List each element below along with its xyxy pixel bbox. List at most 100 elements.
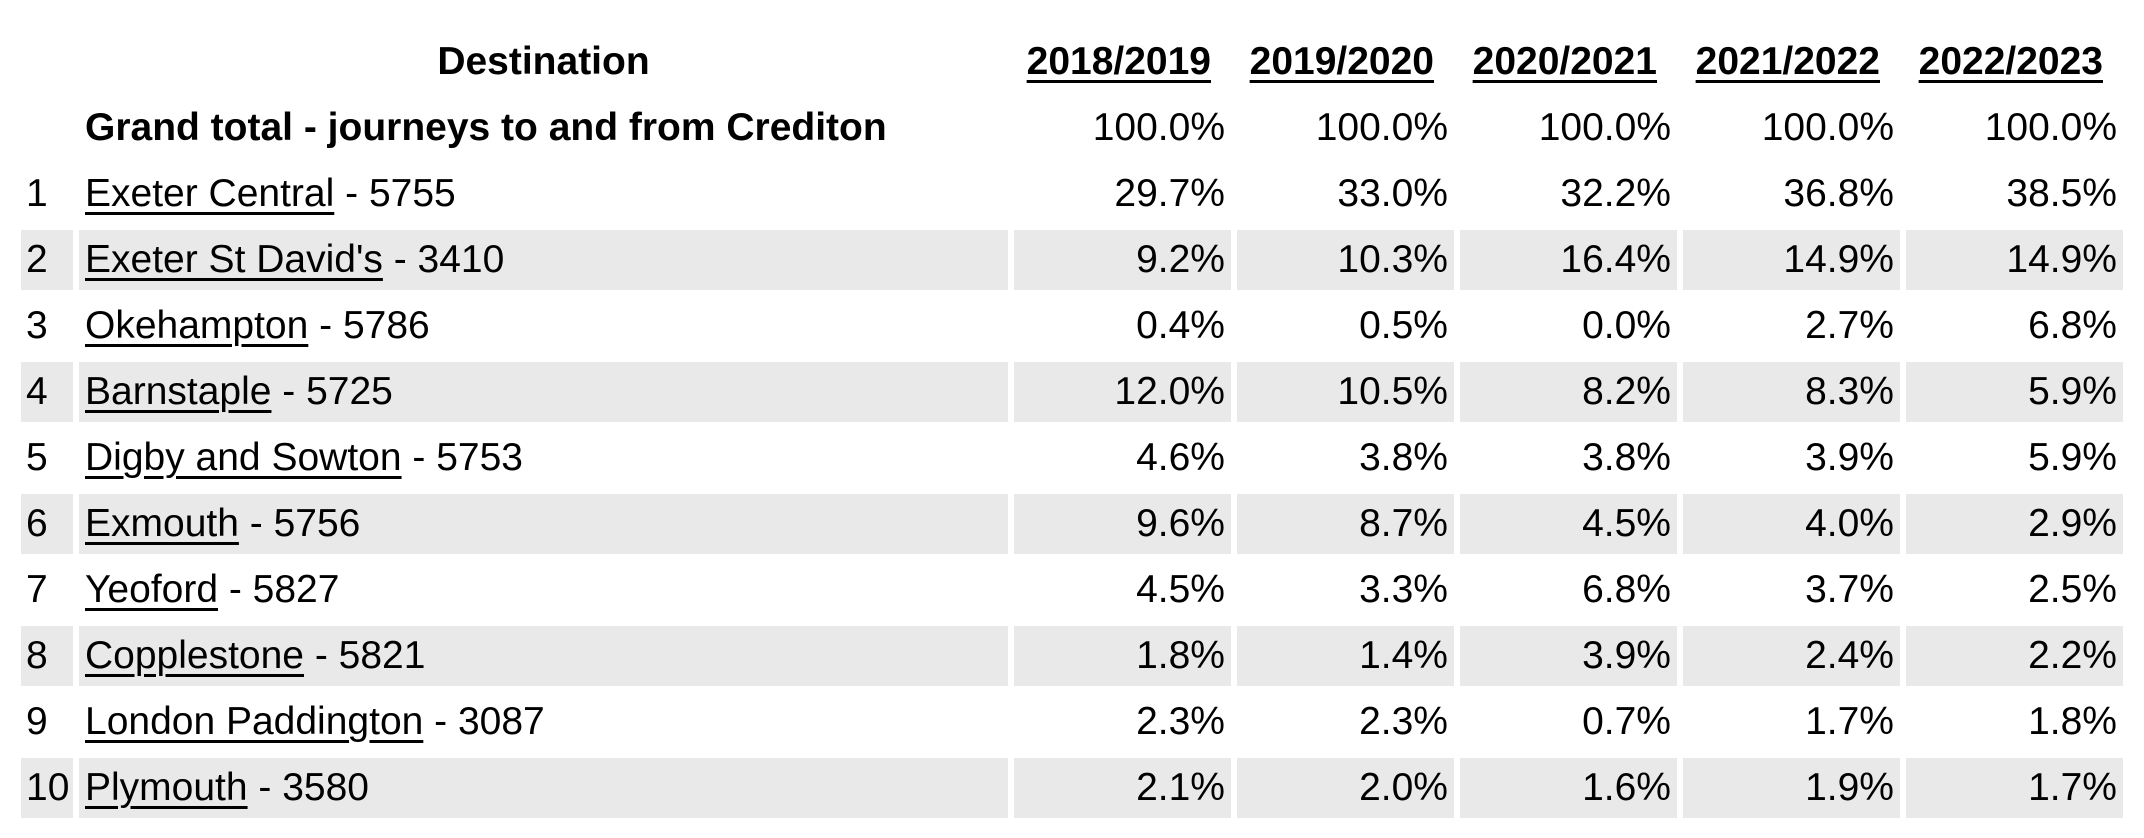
destination-code: - 3410 (382, 238, 505, 281)
grand-total-value: 100.0% (1984, 106, 2117, 149)
value-cell: 4.5% (1136, 568, 1225, 611)
destination-code: - 5725 (271, 370, 393, 413)
table-row: 8 Copplestone - 5821 1.8% 1.4% 3.9% 2.4%… (21, 626, 2123, 686)
value-cell: 14.9% (1683, 230, 1900, 290)
destination-code: - 5756 (238, 502, 361, 545)
value-cell: 1.7% (1906, 758, 2123, 818)
value-cell: 3.9% (1460, 626, 1677, 686)
destination-cell: Exmouth - 5756 (79, 494, 1008, 554)
value-cell: 12.0% (1014, 362, 1231, 422)
destination-link[interactable]: Exeter St David's (85, 238, 383, 281)
value-cell: 2.9% (1906, 494, 2123, 554)
destination-link[interactable]: Yeoford (85, 568, 219, 611)
value-cell: 2.2% (1906, 626, 2123, 686)
value-cell: 0.4% (1136, 304, 1225, 347)
value-cell: 6.8% (1582, 568, 1671, 611)
grand-total-value: 100.0% (1761, 106, 1894, 149)
value-cell: 1.4% (1237, 626, 1454, 686)
destination-link[interactable]: Plymouth (85, 766, 248, 809)
value-cell: 32.2% (1560, 172, 1671, 215)
value-cell: 0.7% (1582, 700, 1671, 743)
table-row: 1 Exeter Central - 5755 29.7% 33.0% 32.2… (21, 164, 2123, 224)
value-cell: 1.6% (1460, 758, 1677, 818)
table-row: 6 Exmouth - 5756 9.6% 8.7% 4.5% 4.0% 2.9… (21, 494, 2123, 554)
year-header-2018-2019[interactable]: 2018/2019 (1026, 40, 1211, 83)
value-cell: 5.9% (2028, 436, 2117, 479)
row-rank: 2 (21, 230, 73, 290)
row-rank: 9 (26, 700, 48, 743)
value-cell: 10.5% (1237, 362, 1454, 422)
year-header-2020-2021[interactable]: 2020/2021 (1472, 40, 1657, 83)
value-cell: 5.9% (1906, 362, 2123, 422)
destination-code: - 5821 (304, 634, 426, 677)
value-cell: 9.6% (1014, 494, 1231, 554)
table-row: 7 Yeoford - 5827 4.5% 3.3% 6.8% 3.7% 2.5… (21, 560, 2123, 620)
value-cell: 2.3% (1359, 700, 1448, 743)
value-cell: 33.0% (1337, 172, 1448, 215)
destination-link[interactable]: Digby and Sowton (85, 436, 402, 479)
table-row: 9 London Paddington - 3087 2.3% 2.3% 0.7… (21, 692, 2123, 752)
value-cell: 38.5% (2006, 172, 2117, 215)
year-header-2019-2020[interactable]: 2019/2020 (1249, 40, 1434, 83)
value-cell: 3.3% (1359, 568, 1448, 611)
value-cell: 1.8% (1014, 626, 1231, 686)
value-cell: 8.2% (1460, 362, 1677, 422)
grand-total-value: 100.0% (1315, 106, 1448, 149)
grand-total-value: 100.0% (1092, 106, 1225, 149)
value-cell: 2.3% (1136, 700, 1225, 743)
value-cell: 3.7% (1805, 568, 1894, 611)
value-cell: 2.7% (1805, 304, 1894, 347)
destination-percentage-table: Destination 2018/2019 2019/2020 2020/202… (15, 26, 2129, 824)
destination-link[interactable]: Exeter Central (85, 172, 335, 215)
grand-total-label: Grand total - journeys to and from Credi… (85, 106, 887, 149)
value-cell: 3.8% (1582, 436, 1671, 479)
destination-link[interactable]: Barnstaple (85, 370, 272, 413)
table-row: 5 Digby and Sowton - 5753 4.6% 3.8% 3.8%… (21, 428, 2123, 488)
table-body: Grand total - journeys to and from Credi… (21, 98, 2123, 818)
year-header-2021-2022[interactable]: 2021/2022 (1695, 40, 1880, 83)
destination-cell: Exeter St David's - 3410 (79, 230, 1008, 290)
value-cell: 9.2% (1014, 230, 1231, 290)
year-header-2022-2023[interactable]: 2022/2023 (1918, 40, 2103, 83)
value-cell: 3.9% (1805, 436, 1894, 479)
header-row: Destination 2018/2019 2019/2020 2020/202… (21, 32, 2123, 92)
value-cell: 16.4% (1460, 230, 1677, 290)
value-cell: 4.5% (1460, 494, 1677, 554)
value-cell: 2.4% (1683, 626, 1900, 686)
destination-cell: Exeter Central - 5755 (79, 164, 1008, 224)
value-cell: 2.1% (1014, 758, 1231, 818)
destination-cell: London Paddington - 3087 (79, 692, 1008, 752)
destination-code: - 5753 (401, 436, 523, 479)
destination-code: - 5827 (218, 568, 340, 611)
destination-link[interactable]: Exmouth (85, 502, 239, 545)
destination-code: - 5786 (308, 304, 430, 347)
value-cell: 8.3% (1683, 362, 1900, 422)
destination-cell: Digby and Sowton - 5753 (79, 428, 1008, 488)
grand-total-row: Grand total - journeys to and from Credi… (21, 98, 2123, 158)
value-cell: 10.3% (1237, 230, 1454, 290)
destination-link[interactable]: Copplestone (85, 634, 304, 677)
row-rank: 1 (26, 172, 48, 215)
destination-cell: Barnstaple - 5725 (79, 362, 1008, 422)
row-rank: 7 (26, 568, 48, 611)
value-cell: 4.0% (1683, 494, 1900, 554)
destination-cell: Plymouth - 3580 (79, 758, 1008, 818)
table-row: 10 Plymouth - 3580 2.1% 2.0% 1.6% 1.9% 1… (21, 758, 2123, 818)
destination-cell: Yeoford - 5827 (79, 560, 1008, 620)
value-cell: 14.9% (1906, 230, 2123, 290)
table-row: 3 Okehampton - 5786 0.4% 0.5% 0.0% 2.7% … (21, 296, 2123, 356)
destination-link[interactable]: London Paddington (85, 700, 424, 743)
destination-link[interactable]: Okehampton (85, 304, 309, 347)
grand-total-value: 100.0% (1538, 106, 1671, 149)
table-row: 2 Exeter St David's - 3410 9.2% 10.3% 16… (21, 230, 2123, 290)
row-rank: 4 (21, 362, 73, 422)
value-cell: 1.9% (1683, 758, 1900, 818)
value-cell: 1.8% (2028, 700, 2117, 743)
grand-total-rank-spacer (21, 98, 73, 158)
value-cell: 0.5% (1359, 304, 1448, 347)
destination-code: - 3087 (423, 700, 545, 743)
row-rank: 10 (21, 758, 73, 818)
row-rank: 3 (26, 304, 48, 347)
value-cell: 8.7% (1237, 494, 1454, 554)
destination-code: - 5755 (334, 172, 456, 215)
